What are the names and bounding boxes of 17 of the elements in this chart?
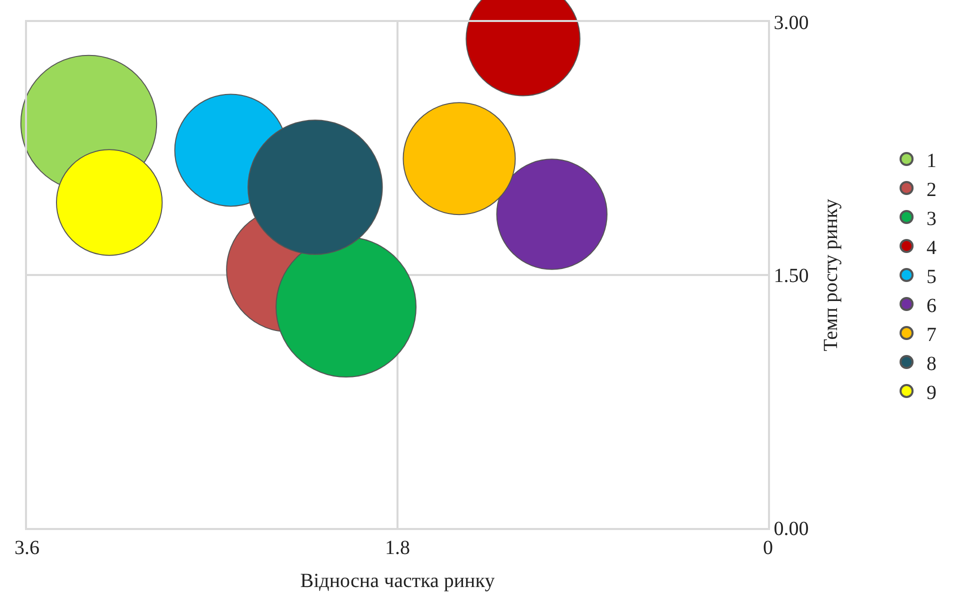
- legend-label: 2: [926, 178, 937, 201]
- legend-label: 6: [926, 294, 937, 317]
- y-tick-label: 1.50: [774, 265, 809, 287]
- legend-label: 8: [926, 352, 937, 375]
- x-axis-title: Відносна частка ринку: [300, 570, 495, 592]
- legend-label: 9: [926, 382, 937, 404]
- legend-label: 7: [926, 324, 937, 346]
- legend-label: 3: [926, 208, 937, 230]
- x-tick-label: 1.8: [385, 536, 410, 559]
- x-tick-label: 0: [763, 536, 773, 559]
- legend-label: 4: [926, 236, 937, 259]
- y-tick-label: 3.00: [774, 12, 809, 34]
- legend-label: 1: [926, 150, 937, 172]
- x-tick-label: 3.6: [14, 536, 40, 559]
- legend-label: 5: [926, 266, 937, 288]
- y-axis-title: Темп росту ринку: [820, 198, 842, 352]
- y-tick-label: 0.00: [774, 518, 809, 540]
